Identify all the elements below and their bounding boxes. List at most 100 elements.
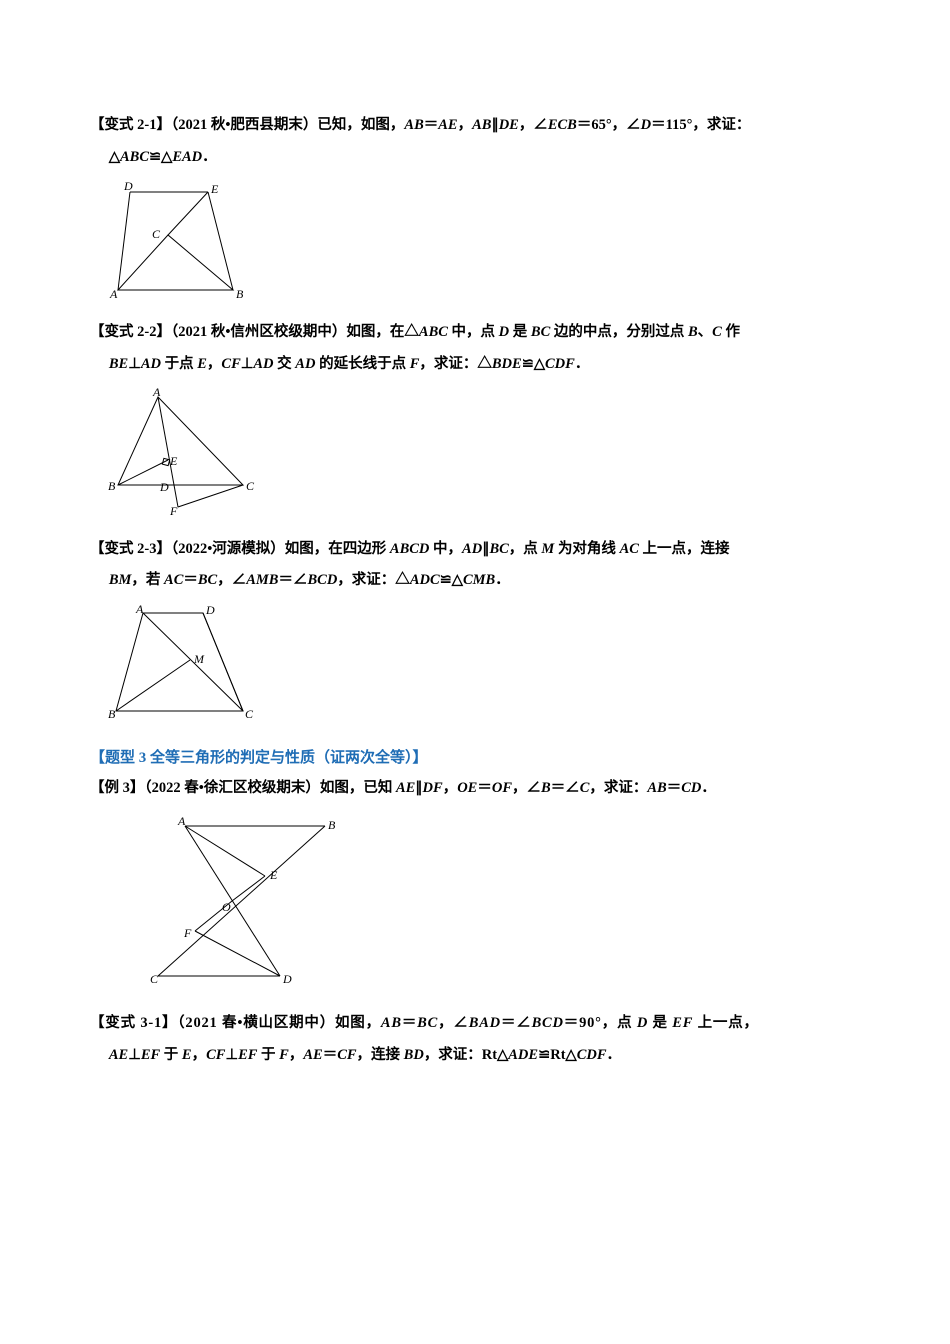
p2-m1: 中，点 bbox=[448, 324, 499, 340]
svg-text:B: B bbox=[236, 287, 244, 300]
svg-text:A: A bbox=[135, 603, 144, 616]
problem-2-3-text: 【变式 2-3】（2022•河源模拟）如图，在四边形 ABCD 中，AD∥BC，… bbox=[90, 534, 860, 598]
section-3-title: 【题型 3 全等三角形的判定与性质（证两次全等）】 bbox=[90, 746, 860, 767]
p4-m2: ，求证： bbox=[589, 780, 647, 796]
p4-eq2: ＝ bbox=[477, 780, 492, 796]
p1-d: D bbox=[641, 117, 651, 133]
svg-text:C: C bbox=[152, 227, 161, 241]
p3-q2: ，点 bbox=[509, 541, 542, 557]
svg-text:A: A bbox=[152, 387, 161, 399]
svg-text:E: E bbox=[269, 868, 278, 882]
p4-df: DF bbox=[423, 780, 443, 796]
p4-eq3: ＝∠ bbox=[551, 780, 580, 796]
p1-ab2: AB bbox=[472, 117, 491, 133]
p4-B: B bbox=[541, 780, 551, 796]
p1-rest: ，求证： bbox=[692, 117, 750, 133]
p1-ae: AE bbox=[438, 117, 457, 133]
p5-bad: BAD bbox=[469, 1015, 501, 1031]
p1-ecb: ∠ bbox=[533, 117, 548, 133]
svg-text:C: C bbox=[246, 479, 255, 493]
svg-text:E: E bbox=[210, 182, 219, 196]
svg-text:D: D bbox=[123, 180, 133, 193]
p4-oe: OE bbox=[457, 780, 477, 796]
svg-text:M: M bbox=[193, 652, 205, 666]
p2-m5: 作 bbox=[722, 324, 740, 340]
figure-ex3: A B C D E O F bbox=[150, 811, 860, 996]
p5-bcd: BCD bbox=[532, 1015, 564, 1031]
figure-2-1: A B C D E bbox=[108, 180, 860, 305]
svg-ex3: A B C D E O F bbox=[150, 811, 350, 991]
p4-cd: CD bbox=[681, 780, 701, 796]
svg-text:A: A bbox=[177, 814, 186, 828]
problem-3-1-text: 【变式 3-1】（2021 春•横山区期中）如图，AB＝BC，∠BAD＝∠BCD… bbox=[90, 1008, 860, 1072]
p5-s3: ＝∠ bbox=[501, 1015, 532, 1031]
p5-s6: 上一点， bbox=[693, 1015, 759, 1031]
p3-ad: AD bbox=[462, 541, 482, 557]
p5-s4: ＝90°，点 bbox=[564, 1015, 637, 1031]
p4-end: ． bbox=[701, 780, 716, 796]
svg-text:B: B bbox=[328, 818, 336, 832]
svg-text:F: F bbox=[183, 926, 192, 940]
svg-text:B: B bbox=[108, 479, 116, 493]
p2-C: C bbox=[712, 324, 722, 340]
svg-text:A: A bbox=[109, 287, 118, 300]
p1-ecb2: ECB bbox=[548, 117, 577, 133]
p5-EF: EF bbox=[672, 1015, 693, 1031]
s-eq1: ＝ bbox=[424, 117, 439, 133]
svg-text:D: D bbox=[282, 972, 292, 986]
p5-D: D bbox=[637, 1015, 648, 1031]
p4-eq4: ＝ bbox=[667, 780, 682, 796]
problem-2-1-text: 【变式 2-1】（2021 秋•肥西县期末）已知，如图，AB＝AE，AB∥DE，… bbox=[90, 110, 860, 174]
p2-prefix: 【变式 2-2】（2021 秋•信州区校级期中）如图，在△ bbox=[90, 324, 419, 340]
problem-2-2: 【变式 2-2】（2021 秋•信州区校级期中）如图，在△ABC 中，点 D 是… bbox=[90, 317, 860, 522]
p2-abc: ABC bbox=[419, 324, 448, 340]
p2-D: D bbox=[499, 324, 509, 340]
p5-line2: AE⊥EF 于 E，CF⊥EF 于 F，AE＝CF，连接 BD，求证：Rt△AD… bbox=[109, 1047, 621, 1063]
p3-bc: BC bbox=[489, 541, 508, 557]
p3-q3: 为对角线 bbox=[554, 541, 619, 557]
svg-text:F: F bbox=[169, 504, 178, 517]
p3-line2: BM，若 AC＝BC，∠AMB＝∠BCD，求证：△ADC≌△CMB． bbox=[109, 572, 510, 588]
problem-2-2-text: 【变式 2-2】（2021 秋•信州区校级期中）如图，在△ABC 中，点 D 是… bbox=[90, 317, 860, 381]
p4-of: OF bbox=[492, 780, 512, 796]
p4-par: ∥ bbox=[415, 780, 422, 796]
figure-2-3: A D B C M bbox=[108, 603, 860, 728]
p2-m2: 是 bbox=[509, 324, 531, 340]
page-content: 【变式 2-1】（2021 秋•肥西县期末）已知，如图，AB＝AE，AB∥DE，… bbox=[0, 0, 950, 1160]
p5-s1: ＝ bbox=[402, 1015, 417, 1031]
p1-ecb3: ＝65°，∠ bbox=[577, 117, 641, 133]
p2-m4: 、 bbox=[698, 324, 713, 340]
p2-line2: BE⊥AD 于点 E，CF⊥AD 交 AD 的延长线于点 F，求证：△BDE≌△… bbox=[109, 356, 590, 372]
p4-c1: ， bbox=[443, 780, 458, 796]
p5-s5: 是 bbox=[648, 1015, 672, 1031]
p4-ae: AE bbox=[396, 780, 415, 796]
p5-prefix: 【变式 3-1】（2021 春•横山区期中）如图， bbox=[90, 1015, 381, 1031]
figure-2-2: A B C D E F bbox=[108, 387, 860, 522]
p3-ac: AC bbox=[620, 541, 639, 557]
svg-text:C: C bbox=[245, 707, 254, 721]
svg-text:D: D bbox=[205, 603, 215, 617]
p1-prefix: 【变式 2-1】（2021 秋•肥西县期末）已知，如图， bbox=[90, 117, 404, 133]
p1-line2: △ABC≌△EAD． bbox=[109, 149, 217, 165]
p1-abae: AB bbox=[404, 117, 423, 133]
p3-M: M bbox=[541, 541, 554, 557]
p4-ang: ∠ bbox=[527, 780, 542, 796]
p2-BC: BC bbox=[531, 324, 550, 340]
p3-q1: 中， bbox=[429, 541, 462, 557]
p1-d2: ＝115° bbox=[651, 117, 692, 133]
problem-3-1: 【变式 3-1】（2021 春•横山区期中）如图，AB＝BC，∠BAD＝∠BCD… bbox=[90, 1008, 860, 1072]
p1-de: DE bbox=[499, 117, 519, 133]
s-c1: ， bbox=[458, 117, 473, 133]
p2-m3: 边的中点，分别过点 bbox=[550, 324, 688, 340]
problem-2-3: 【变式 2-3】（2022•河源模拟）如图，在四边形 ABCD 中，AD∥BC，… bbox=[90, 534, 860, 729]
p3-q4: 上一点，连接 bbox=[639, 541, 730, 557]
p2-B: B bbox=[688, 324, 698, 340]
svg-text:B: B bbox=[108, 707, 116, 721]
svg-text:O: O bbox=[222, 900, 231, 914]
p4-ab: AB bbox=[647, 780, 666, 796]
p4-C: C bbox=[580, 780, 590, 796]
p5-ab: AB bbox=[381, 1015, 402, 1031]
p4-prefix: 【例 3】（2022 春•徐汇区校级期末）如图，已知 bbox=[90, 780, 396, 796]
problem-ex3-text: 【例 3】（2022 春•徐汇区校级期末）如图，已知 AE∥DF，OE＝OF，∠… bbox=[90, 773, 860, 805]
p4-c2: ， bbox=[512, 780, 527, 796]
